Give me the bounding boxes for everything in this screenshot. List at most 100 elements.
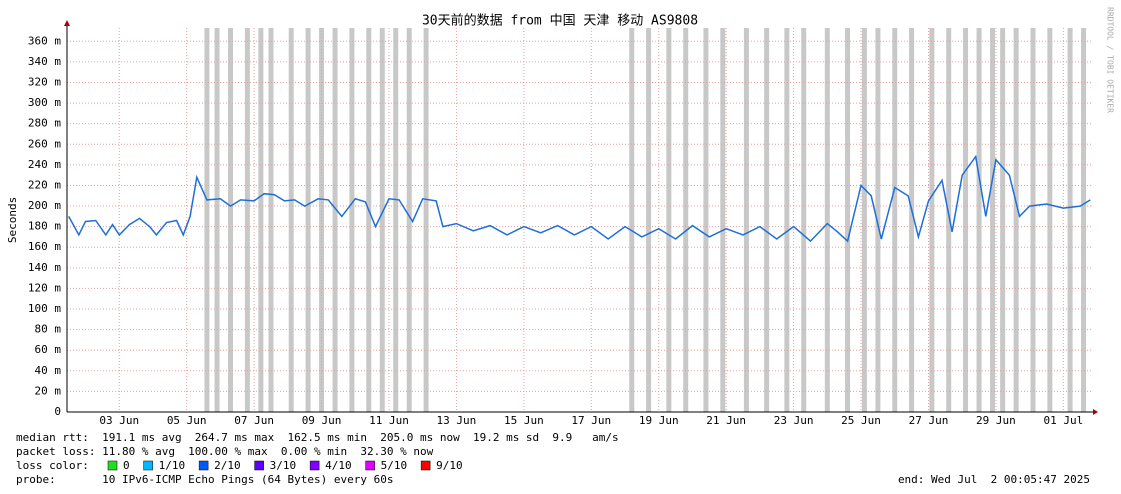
- loss-bar: [1081, 28, 1087, 412]
- x-tick-label: 15 Jun: [504, 414, 544, 427]
- loss-bar: [963, 28, 969, 412]
- loss-bar: [929, 28, 935, 412]
- legend-swatch: [143, 460, 153, 471]
- y-tick-label: 220 m: [28, 178, 61, 191]
- y-tick-label: 60 m: [35, 343, 62, 356]
- y-tick-label: 100 m: [28, 302, 61, 315]
- loss-bar: [305, 28, 311, 412]
- y-tick-label: 20 m: [35, 384, 62, 397]
- watermark: RRDTOOL / TOBI OETIKER: [1106, 7, 1115, 113]
- loss-bar: [824, 28, 830, 412]
- loss-bar: [845, 28, 851, 412]
- loss-bar: [228, 28, 234, 412]
- stat-line: median rtt: 191.1 ms avg 264.7 ms max 16…: [16, 431, 619, 444]
- legend-swatch: [420, 460, 431, 471]
- loss-bar: [393, 28, 399, 412]
- x-tick-label: 25 Jun: [841, 414, 881, 427]
- loss-bar: [703, 28, 709, 412]
- legend-label: 5/10: [381, 459, 408, 472]
- y-tick-label: 80 m: [35, 323, 62, 336]
- y-tick-label: 360 m: [28, 34, 61, 47]
- loss-bar: [990, 28, 996, 412]
- legend-label: 2/10: [214, 459, 241, 472]
- loss-bar: [666, 28, 672, 412]
- x-tick-label: 05 Jun: [167, 414, 207, 427]
- loss-bar: [892, 28, 898, 412]
- loss-bar: [423, 28, 429, 412]
- legend-swatch: [309, 460, 320, 471]
- loss-bar: [743, 28, 749, 412]
- y-tick-label: 300 m: [28, 96, 61, 109]
- loss-bar: [629, 28, 635, 412]
- loss-bar: [683, 28, 689, 412]
- loss-bar: [1013, 28, 1019, 412]
- rtt-line: [68, 154, 1091, 243]
- x-tick-label: 13 Jun: [437, 414, 477, 427]
- legend-label: 4/10: [325, 459, 352, 472]
- loss-bar: [720, 28, 726, 412]
- loss-bar: [1030, 28, 1036, 412]
- x-tick-label: 23 Jun: [774, 414, 814, 427]
- y-tick-label: 0: [54, 405, 61, 418]
- x-tick-label: 11 Jun: [369, 414, 409, 427]
- y-tick-label: 340 m: [28, 55, 61, 68]
- y-tick-label: 280 m: [28, 117, 61, 130]
- loss-bar: [764, 28, 770, 412]
- loss-bar: [909, 28, 915, 412]
- stat-line: probe: 10 IPv6-ICMP Echo Pings (64 Bytes…: [16, 473, 394, 486]
- x-tick-label: 01 Jul: [1043, 414, 1083, 427]
- arrow: [1093, 409, 1098, 415]
- x-tick-label: 21 Jun: [706, 414, 746, 427]
- loss-bar: [288, 28, 294, 412]
- loss-bar: [946, 28, 952, 412]
- x-tick-label: 29 Jun: [976, 414, 1016, 427]
- loss-bar: [244, 28, 250, 412]
- loss-bar: [214, 28, 220, 412]
- y-tick-label: 140 m: [28, 261, 61, 274]
- loss-bar: [366, 28, 372, 412]
- y-tick-label: 180 m: [28, 220, 61, 233]
- end-time: end: Wed Jul 2 00:05:47 2025: [898, 473, 1090, 486]
- loss-bar: [861, 28, 867, 412]
- legend-title: loss color:: [16, 459, 89, 472]
- loss-bar: [204, 28, 210, 412]
- legend-swatch: [198, 460, 209, 471]
- legend-label: 0: [123, 459, 130, 472]
- y-tick-label: 120 m: [28, 281, 61, 294]
- y-tick-label: 320 m: [28, 75, 61, 88]
- loss-bar: [801, 28, 807, 412]
- stat-line: packet loss: 11.80 % avg 100.00 % max 0.…: [16, 445, 434, 458]
- loss-bar: [332, 28, 338, 412]
- plot-area: [67, 28, 1092, 413]
- x-tick-label: 07 Jun: [234, 414, 274, 427]
- x-tick-label: 19 Jun: [639, 414, 679, 427]
- y-tick-label: 200 m: [28, 199, 61, 212]
- loss-bar: [349, 28, 355, 412]
- loss-bar: [379, 28, 385, 412]
- loss-bar: [875, 28, 881, 412]
- y-tick-label: 40 m: [35, 364, 62, 377]
- arrow: [64, 20, 70, 26]
- y-tick-label: 260 m: [28, 137, 61, 150]
- x-tick-label: 27 Jun: [909, 414, 949, 427]
- y-axis-label: Seconds: [6, 197, 19, 243]
- loss-bar: [1047, 28, 1053, 412]
- loss-bar: [406, 28, 412, 412]
- chart-title: 30天前的数据 from 中国 天津 移动 AS9808: [422, 13, 698, 29]
- legend-label: 3/10: [270, 459, 297, 472]
- loss-bar: [784, 28, 790, 412]
- y-tick-label: 240 m: [28, 158, 61, 171]
- legend-label: 1/10: [159, 459, 186, 472]
- x-tick-label: 17 Jun: [571, 414, 611, 427]
- x-tick-label: 03 Jun: [99, 414, 139, 427]
- x-tick-label: 09 Jun: [302, 414, 342, 427]
- loss-bar: [268, 28, 274, 412]
- legend-swatch: [365, 460, 375, 471]
- loss-bar: [646, 28, 652, 412]
- y-tick-label: 160 m: [28, 240, 61, 253]
- loss-bar: [976, 28, 982, 412]
- legend-swatch: [254, 460, 264, 471]
- loss-bar: [1000, 28, 1006, 412]
- legend-label: 9/10: [436, 459, 463, 472]
